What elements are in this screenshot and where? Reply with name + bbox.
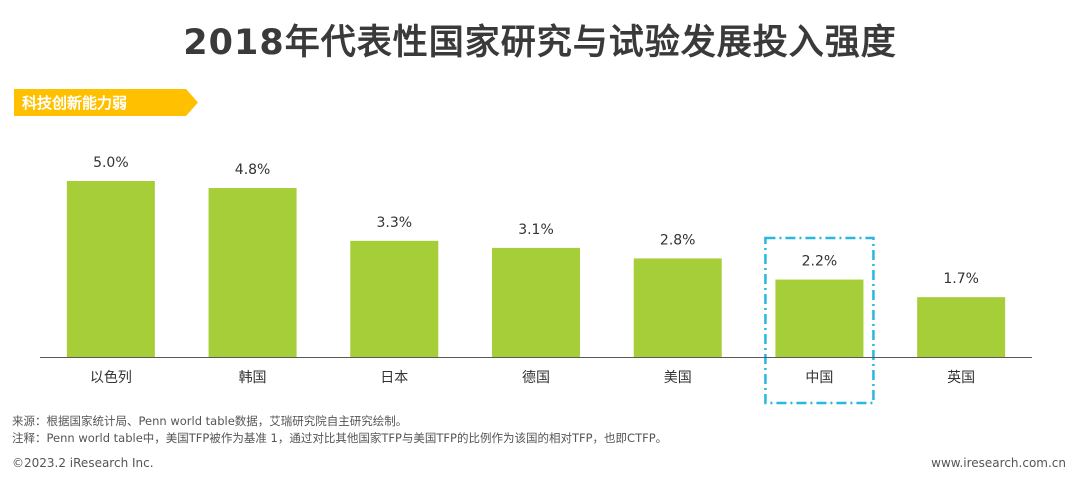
value-label-2: 4.8% [235, 162, 271, 178]
category-label-2: 韩国 [239, 370, 267, 386]
bar-3 [350, 240, 439, 357]
bar-1 [66, 181, 155, 357]
value-label-5: 2.8% [660, 232, 696, 248]
category-label-3: 日本 [380, 370, 408, 386]
category-label-7: 英国 [947, 369, 975, 386]
tag-arrow-shape [14, 89, 198, 116]
bar-chart: 5.0% 以色列 4.8% 韩国 3.3% 日本 3.1% 德国 2.8% 美国 2.2% 中国 1.7… [40, 155, 1032, 405]
value-label-1: 5.0% [93, 155, 129, 171]
remark-note: 注释：Penn world table中，美国TFP被作为基准 1，通过对比其他… [12, 431, 668, 445]
page-title: 2018年代表性国家研究与试验发展投入强度 [183, 23, 897, 63]
value-label-3: 3.3% [376, 215, 412, 231]
copyright: ©2023.2 iResearch Inc. [12, 456, 154, 470]
value-label-7: 1.7% [943, 271, 979, 287]
value-label-4: 3.1% [518, 222, 554, 238]
bar-6 [775, 279, 864, 357]
category-label-5: 美国 [664, 370, 692, 386]
source-note: 来源：根据国家统计局、Penn world table数据，艾瑞研究院自主研究绘… [12, 414, 408, 428]
bar-7 [917, 297, 1006, 357]
bar-4 [492, 247, 580, 357]
bar-5 [633, 258, 722, 357]
website-link: www.iresearch.com.cn [931, 456, 1066, 470]
category-label-6: 中国 [805, 370, 833, 386]
bar-2 [208, 188, 297, 357]
section-tag-label: 科技创新能力弱 [22, 94, 128, 112]
value-label-6: 2.2% [802, 254, 838, 270]
category-label-1: 以色列 [90, 369, 132, 386]
highlight-box [764, 236, 875, 405]
category-label-4: 德国 [522, 370, 550, 386]
